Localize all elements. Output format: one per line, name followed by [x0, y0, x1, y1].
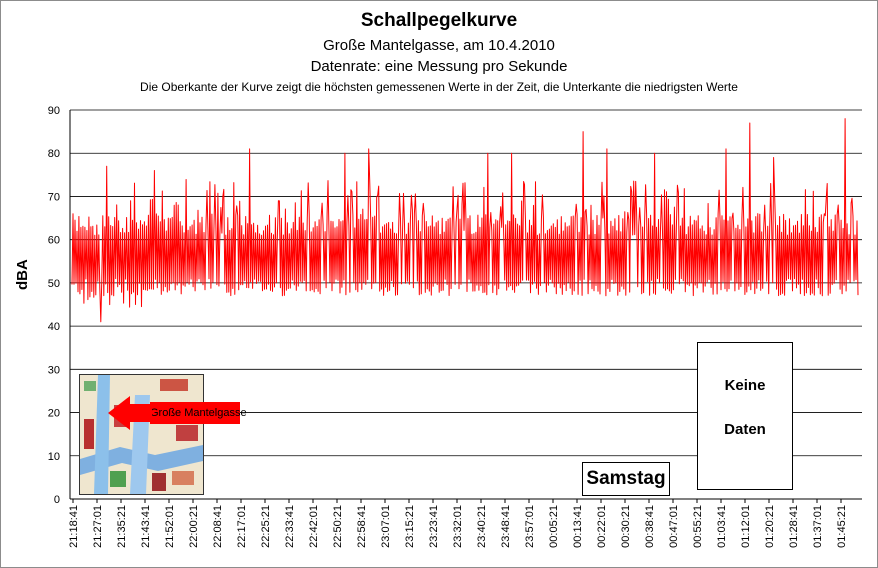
y-tick-label: 40 — [48, 321, 60, 333]
x-tick-label: 21:18:41 — [68, 505, 80, 548]
x-tick-label: 01:12:01 — [740, 505, 752, 548]
x-tick-label: 01:45:21 — [836, 505, 848, 548]
x-tick-label: 01:03:41 — [716, 505, 728, 548]
x-tick-label: 23:57:01 — [524, 505, 536, 548]
x-tick-label: 00:38:41 — [644, 505, 656, 548]
location-map-image — [79, 374, 204, 495]
x-tick-label: 22:17:01 — [236, 505, 248, 548]
y-tick-label: 0 — [54, 494, 60, 506]
y-tick-label: 20 — [48, 408, 60, 420]
x-tick-label: 21:35:21 — [116, 505, 128, 548]
y-tick-label: 10 — [48, 451, 60, 463]
x-tick-label: 23:07:01 — [380, 505, 392, 548]
x-tick-label: 23:15:21 — [404, 505, 416, 548]
y-tick-label: 70 — [48, 191, 60, 203]
x-tick-label: 21:27:01 — [92, 505, 104, 548]
x-tick-label: 00:05:21 — [548, 505, 560, 548]
x-tick-label: 21:43:41 — [140, 505, 152, 548]
x-tick-label: 00:47:01 — [668, 505, 680, 548]
x-tick-label: 00:22:01 — [596, 505, 608, 548]
y-tick-labels: 0 10 20 30 40 50 60 70 80 90 — [48, 105, 60, 506]
y-tick-label: 80 — [48, 148, 60, 160]
map-location-label: Große Mantelgasse — [150, 402, 247, 424]
x-tick-label: 01:37:01 — [812, 505, 824, 548]
y-tick-label: 90 — [48, 105, 60, 117]
y-tick-label: 30 — [48, 364, 60, 376]
x-tick-label: 00:13:41 — [572, 505, 584, 548]
chart-subtitle-location: Große Mantelgasse, am 10.4.2010 — [323, 37, 555, 54]
annotation-no-data: Keine Daten — [697, 342, 793, 490]
x-tick-label: 22:50:21 — [332, 505, 344, 548]
x-tick-label: 23:32:01 — [452, 505, 464, 548]
annotation-no-data-line1: Keine — [724, 377, 766, 394]
y-tick-label: 50 — [48, 278, 60, 290]
x-tick-label: 01:28:41 — [788, 505, 800, 548]
map-drawing — [80, 375, 203, 494]
x-tick-label: 23:23:41 — [428, 505, 440, 548]
x-tick-label: 01:20:21 — [764, 505, 776, 548]
x-tick-label: 23:48:41 — [500, 505, 512, 548]
x-tick-label: 22:00:21 — [188, 505, 200, 548]
annotation-samstag: Samstag — [582, 462, 670, 496]
y-tick-label: 60 — [48, 235, 60, 247]
x-tick-label: 22:08:41 — [212, 505, 224, 548]
series-line — [71, 118, 859, 323]
x-tick-label: 00:30:21 — [620, 505, 632, 548]
chart-subtitle-rate: Datenrate: eine Messung pro Sekunde — [310, 58, 568, 75]
x-tick-label: 23:40:21 — [476, 505, 488, 548]
x-tick-label: 00:55:21 — [692, 505, 704, 548]
chart-title: Schallpegelkurve — [360, 10, 518, 31]
x-tick-label: 22:42:01 — [308, 505, 320, 548]
x-tick-label: 22:25:21 — [260, 505, 272, 548]
annotation-no-data-line2: Daten — [724, 421, 766, 438]
x-tick-label: 22:58:41 — [356, 505, 368, 548]
chart-subtitle-note: Die Oberkante der Kurve zeigt die höchst… — [140, 80, 738, 94]
x-tick-label: 22:33:41 — [284, 505, 296, 548]
x-tick-label: 21:52:01 — [164, 505, 176, 548]
x-tick-labels: 21:18:41 21:27:01 21:35:21 21:43:41 21:52:01… — [68, 499, 848, 548]
